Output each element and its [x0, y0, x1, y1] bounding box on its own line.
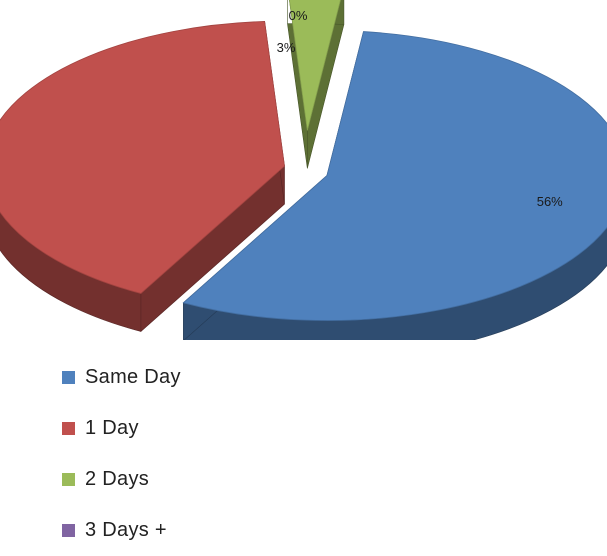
legend-label: 2 Days: [85, 468, 150, 490]
legend: Same Day 1 Day 2 Days 3 Days +: [62, 352, 181, 556]
legend-swatch: [62, 473, 75, 486]
pie-slice-2: [289, 0, 341, 131]
pie-tops: [0, 0, 607, 321]
pie-chart: 56%41%3%0%: [0, 0, 607, 340]
legend-swatch: [62, 422, 75, 435]
pie-data-labels: 56%41%3%0%: [277, 8, 564, 209]
data-label-2: 3%: [277, 40, 296, 55]
legend-label: Same Day: [85, 366, 181, 388]
pie-slice-1: [0, 21, 285, 294]
legend-label: 3 Days +: [85, 519, 167, 541]
legend-item-3-days-plus: 3 Days +: [62, 505, 181, 556]
legend-label: 1 Day: [85, 417, 139, 439]
data-label-3: 0%: [289, 8, 308, 23]
legend-swatch: [62, 524, 75, 537]
legend-item-same-day: Same Day: [62, 352, 181, 403]
legend-item-2-days: 2 Days: [62, 454, 181, 505]
pie-slice-0: [182, 31, 607, 321]
data-label-0: 56%: [537, 194, 563, 209]
legend-swatch: [62, 371, 75, 384]
legend-item-1-day: 1 Day: [62, 403, 181, 454]
